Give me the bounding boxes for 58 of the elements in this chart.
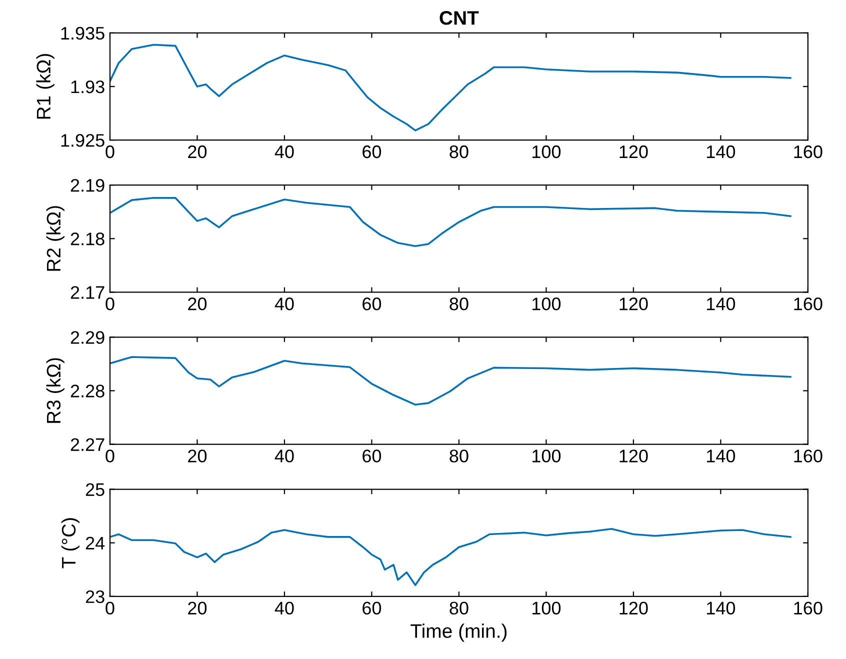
y-tick-label: 1.925 <box>61 134 104 147</box>
y-axis-title: T (°C) <box>61 518 80 568</box>
x-tick-label: 40 <box>274 145 294 158</box>
x-tick-label: 80 <box>450 602 468 615</box>
x-tick-label: 100 <box>532 450 561 462</box>
line-series <box>110 528 792 586</box>
y-axis-title: R3 (kΩ) <box>46 358 64 423</box>
x-tick-label: 160 <box>794 602 822 615</box>
y-tick-label: 2.29 <box>70 331 104 344</box>
x-tick-label: 20 <box>188 145 207 158</box>
x-tick-label: 140 <box>707 298 736 310</box>
y-tick-label: 1.93 <box>71 80 104 94</box>
y-axis-title: R2 (kΩ) <box>46 206 64 271</box>
x-tick-label: 60 <box>362 450 382 462</box>
y-tick-label: 24 <box>86 536 105 550</box>
x-tick-label: 160 <box>794 450 822 462</box>
line-series <box>110 197 792 248</box>
y-tick-label: 2.19 <box>70 178 104 192</box>
chart-title: CNT <box>440 11 479 25</box>
y-tick-label: 2.17 <box>70 286 104 299</box>
y-axis-title: R1 (kΩ) <box>36 54 54 119</box>
x-tick-label: 120 <box>620 298 648 310</box>
x-tick-label: 140 <box>707 602 736 615</box>
x-tick-label: 60 <box>362 145 382 158</box>
x-tick-label: 20 <box>188 298 207 310</box>
x-tick-label: 40 <box>274 450 294 462</box>
x-tick-label: 60 <box>362 298 382 310</box>
x-tick-label: 160 <box>794 298 822 310</box>
x-tick-label: 20 <box>188 450 207 462</box>
y-tick-label: 2.28 <box>70 384 104 398</box>
x-tick-label: 80 <box>450 298 468 310</box>
x-tick-label: 80 <box>450 145 468 158</box>
x-tick-label: 120 <box>620 602 648 615</box>
x-tick-label: 100 <box>532 145 561 158</box>
y-tick-label: 2.27 <box>70 438 104 451</box>
x-tick-label: 120 <box>620 145 648 158</box>
x-tick-label: 140 <box>707 450 736 462</box>
x-tick-label: 20 <box>188 602 207 615</box>
x-tick-label: 40 <box>274 602 294 615</box>
y-tick-label: 2.18 <box>70 232 104 246</box>
x-tick-label: 140 <box>707 145 736 158</box>
x-tick-label: 0 <box>106 145 114 158</box>
x-tick-label: 0 <box>106 602 114 615</box>
x-tick-label: 0 <box>106 298 114 310</box>
x-tick-label: 60 <box>362 602 382 615</box>
x-tick-label: 120 <box>620 450 648 462</box>
y-tick-label: 23 <box>86 590 104 604</box>
y-tick-label: 1.935 <box>61 26 104 40</box>
x-tick-label: 160 <box>794 145 822 158</box>
line-series <box>110 44 792 132</box>
x-tick-label: 0 <box>106 450 114 462</box>
y-tick-label: 25 <box>86 483 104 496</box>
x-tick-label: 100 <box>532 298 561 310</box>
x-tick-label: 40 <box>274 298 294 310</box>
x-tick-label: 80 <box>450 450 468 462</box>
line-series <box>110 356 792 406</box>
x-tick-label: 100 <box>532 602 561 615</box>
x-axis-title: Time (min.) <box>410 624 507 642</box>
